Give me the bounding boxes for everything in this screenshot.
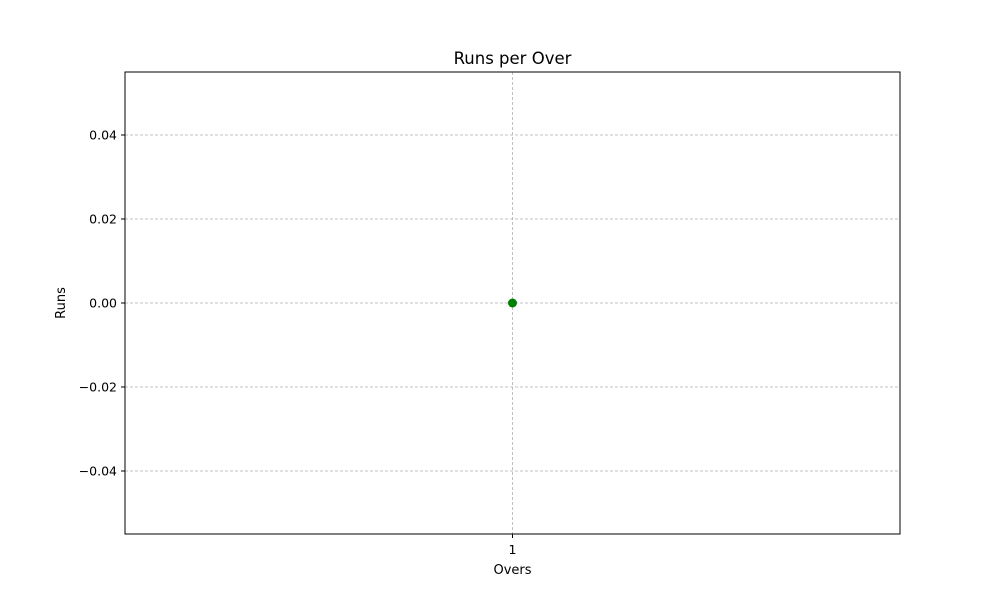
ticks: −0.04 −0.02 0.00 0.02 0.04 1 bbox=[79, 128, 517, 558]
x-axis-label: Overs bbox=[493, 563, 531, 578]
y-tick-label: −0.04 bbox=[79, 464, 117, 479]
x-tick-label: 1 bbox=[509, 542, 517, 557]
y-tick-label: 0.02 bbox=[89, 212, 117, 227]
y-tick-label: −0.02 bbox=[79, 380, 117, 395]
data-point bbox=[508, 298, 517, 308]
y-tick-label: 0.00 bbox=[89, 296, 117, 311]
data-points bbox=[508, 298, 517, 308]
y-axis-label: Runs bbox=[54, 287, 69, 319]
chart-title: Runs per Over bbox=[454, 49, 572, 68]
y-tick-label: 0.04 bbox=[89, 128, 117, 143]
grid bbox=[125, 72, 900, 534]
